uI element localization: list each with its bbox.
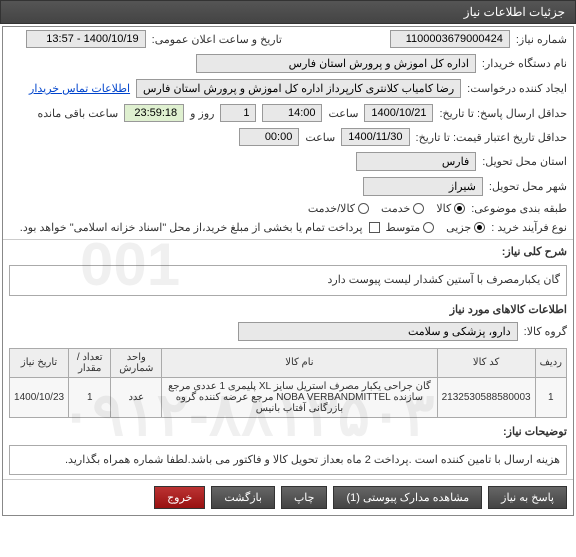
buyer-org-label: نام دستگاه خریدار: [482, 57, 567, 70]
table-header: ردیف [535, 348, 566, 377]
deadline-date: 1400/10/21 [364, 104, 433, 122]
table-header: کد کالا [437, 348, 535, 377]
province-label: استان محل تحویل: [482, 155, 567, 168]
table-cell: 1400/10/23 [10, 377, 69, 417]
radio-goods-services-label: کالا/خدمت [308, 202, 355, 215]
back-button[interactable]: بازگشت [211, 486, 275, 509]
validity-time: 00:00 [239, 128, 299, 146]
purchase-type-group: جزیی متوسط [386, 221, 486, 234]
hour-label-1: ساعت [328, 107, 358, 120]
table-header: تاریخ نیاز [10, 348, 69, 377]
radio-medium[interactable] [423, 222, 434, 233]
items-header: اطلاعات کالاهای مورد نیاز [450, 303, 567, 316]
city-label: شهر محل تحویل: [489, 180, 567, 193]
table-header: واحد شمارش [111, 348, 162, 377]
radio-minor-label: جزیی [446, 221, 471, 234]
table-row: 12132530588580003گان جراحی یکبار مصرف اس… [10, 377, 567, 417]
days-left: 1 [220, 104, 256, 122]
need-no-value: 1100003679000424 [390, 30, 510, 48]
announce-dt-value: 1400/10/19 - 13:57 [26, 30, 146, 48]
radio-goods-label: کالا [436, 202, 451, 215]
day-and-label: روز و [190, 107, 214, 120]
category-radio-group: کالا خدمت کالا/خدمت [308, 202, 465, 215]
table-cell: عدد [111, 377, 162, 417]
deadline-label: حداقل ارسال پاسخ: تا تاریخ: [439, 107, 567, 120]
hour-label-2: ساعت [305, 131, 335, 144]
category-label: طبقه بندی موضوعی: [471, 202, 567, 215]
desc-value: گان یکبارمصرف با آستین کشدار لیست پیوست … [9, 265, 567, 296]
reply-button[interactable]: پاسخ به نیاز [488, 486, 567, 509]
table-header: نام کالا [162, 348, 437, 377]
notes-value: هزینه ارسال با تامین کننده است .پرداخت 2… [9, 445, 567, 476]
announce-dt-label: تاریخ و ساعت اعلان عمومی: [152, 33, 282, 46]
items-table: ردیفکد کالانام کالاواحد شمارشتعداد / مقد… [9, 348, 567, 418]
radio-goods[interactable] [454, 203, 465, 214]
table-header: تعداد / مقدار [69, 348, 111, 377]
deadline-time: 14:00 [262, 104, 322, 122]
remaining-label: ساعت باقی مانده [37, 107, 118, 120]
goods-group-value: دارو، پزشکی و سلامت [238, 322, 518, 341]
radio-minor[interactable] [474, 222, 485, 233]
city-value: شیراز [363, 177, 483, 196]
contact-link[interactable]: اطلاعات تماس خریدار [29, 82, 130, 95]
table-cell: 1 [535, 377, 566, 417]
notes-label: توضیحات نیاز: [503, 425, 567, 438]
validity-label: حداقل تاریخ اعتبار قیمت: تا تاریخ: [416, 131, 567, 144]
purchase-type-label: نوع فرآیند خرید : [491, 221, 567, 234]
radio-services[interactable] [413, 203, 424, 214]
table-cell: 1 [69, 377, 111, 417]
radio-services-label: خدمت [381, 202, 410, 215]
requester-label: ایجاد کننده درخواست: [467, 82, 567, 95]
time-left: 23:59:18 [124, 104, 184, 122]
requester-value: رضا کامیاب کلانتری کارپرداز اداره کل امو… [136, 79, 461, 98]
validity-date: 1400/11/30 [341, 128, 409, 146]
exit-button[interactable]: خروج [154, 486, 205, 509]
table-cell: گان جراحی یکبار مصرف استریل سایز XL پلیم… [162, 377, 437, 417]
radio-goods-services[interactable] [358, 203, 369, 214]
attachments-button[interactable]: مشاهده مدارک پیوستی (1) [333, 486, 482, 509]
need-no-label: شماره نیاز: [516, 33, 567, 46]
payment-note: پرداخت تمام یا بخشی از مبلغ خرید،از محل … [20, 221, 363, 234]
province-value: فارس [356, 152, 476, 171]
treasury-checkbox[interactable] [369, 222, 380, 233]
radio-medium-label: متوسط [386, 221, 421, 234]
desc-label: شرح کلی نیاز: [502, 245, 567, 258]
goods-group-label: گروه کالا: [524, 325, 567, 338]
buyer-org-value: اداره کل اموزش و پرورش استان فارس [196, 54, 476, 73]
table-cell: 2132530588580003 [437, 377, 535, 417]
page-header: جزئیات اطلاعات نیاز [0, 0, 576, 24]
print-button[interactable]: چاپ [281, 486, 328, 509]
